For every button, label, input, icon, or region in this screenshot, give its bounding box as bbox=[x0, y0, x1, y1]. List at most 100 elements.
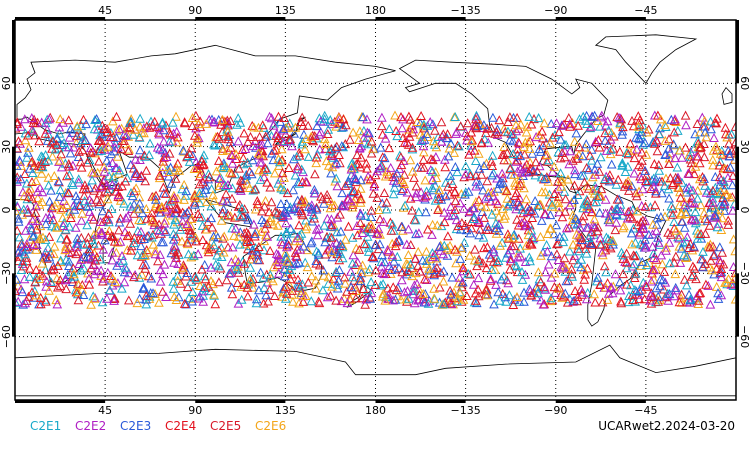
observation-marker bbox=[289, 128, 300, 138]
observation-marker bbox=[301, 133, 311, 143]
observation-marker bbox=[198, 282, 209, 292]
observation-marker bbox=[126, 245, 136, 255]
observation-marker bbox=[459, 203, 469, 213]
observation-marker bbox=[85, 147, 96, 157]
observation-marker bbox=[37, 258, 47, 268]
observation-marker bbox=[509, 241, 520, 251]
observation-marker bbox=[473, 291, 484, 301]
observation-marker bbox=[475, 224, 485, 234]
observation-marker bbox=[634, 285, 645, 295]
observation-marker bbox=[257, 146, 268, 156]
observation-marker bbox=[640, 216, 651, 226]
observation-marker bbox=[387, 250, 398, 260]
observation-marker bbox=[27, 167, 38, 177]
observation-marker bbox=[254, 165, 264, 175]
observation-marker bbox=[700, 180, 710, 190]
observation-marker bbox=[18, 261, 29, 271]
observation-marker bbox=[212, 250, 222, 260]
observation-marker bbox=[218, 195, 228, 205]
observation-marker bbox=[254, 131, 265, 141]
observation-marker bbox=[422, 131, 433, 141]
frame-bar-left bbox=[12, 20, 15, 84]
observation-marker bbox=[546, 223, 556, 233]
observation-marker bbox=[19, 191, 30, 201]
observation-marker bbox=[413, 295, 423, 305]
observation-marker bbox=[58, 220, 69, 230]
observation-marker bbox=[281, 226, 292, 236]
observation-marker bbox=[474, 179, 485, 189]
observation-marker bbox=[435, 267, 446, 277]
observation-marker bbox=[280, 293, 291, 303]
observation-marker bbox=[56, 233, 66, 243]
observation-marker bbox=[532, 283, 543, 293]
observation-marker bbox=[640, 176, 651, 186]
observation-marker bbox=[94, 156, 104, 166]
observation-marker bbox=[390, 294, 401, 304]
observation-marker bbox=[521, 194, 532, 204]
observation-marker bbox=[167, 117, 178, 127]
observation-marker bbox=[76, 265, 87, 275]
observation-marker bbox=[536, 172, 547, 182]
observation-marker bbox=[407, 142, 418, 152]
observation-marker bbox=[136, 171, 147, 181]
observation-marker bbox=[462, 290, 472, 300]
observation-marker bbox=[171, 294, 182, 304]
observation-marker bbox=[31, 224, 42, 234]
observation-marker bbox=[286, 269, 297, 279]
observation-marker bbox=[681, 280, 692, 290]
observation-marker bbox=[360, 299, 371, 309]
observation-marker bbox=[582, 195, 593, 205]
observation-marker bbox=[397, 275, 407, 285]
observation-marker bbox=[328, 273, 339, 283]
observation-marker bbox=[634, 186, 644, 196]
right-tick-label: 0 bbox=[738, 207, 750, 214]
observation-marker bbox=[265, 245, 275, 255]
observation-marker bbox=[410, 253, 420, 263]
observation-marker bbox=[401, 239, 412, 249]
observation-marker bbox=[24, 263, 35, 273]
observation-marker bbox=[627, 115, 637, 125]
observation-marker bbox=[439, 217, 450, 227]
observation-marker bbox=[197, 264, 207, 274]
observation-marker bbox=[662, 291, 673, 301]
observation-marker bbox=[173, 132, 183, 142]
observation-marker bbox=[455, 288, 465, 298]
observation-marker bbox=[233, 261, 243, 271]
observation-marker bbox=[297, 136, 308, 146]
observation-marker bbox=[562, 297, 573, 307]
observation-marker bbox=[111, 132, 122, 142]
observation-marker bbox=[157, 167, 168, 177]
observation-marker bbox=[723, 145, 734, 155]
observation-marker bbox=[648, 138, 659, 148]
observation-marker bbox=[73, 286, 83, 296]
observation-marker bbox=[238, 159, 249, 169]
observation-marker bbox=[270, 206, 281, 216]
observation-marker bbox=[495, 240, 505, 250]
observation-marker bbox=[38, 270, 48, 280]
observation-marker bbox=[255, 267, 266, 277]
observation-marker bbox=[311, 152, 322, 162]
observation-marker bbox=[351, 159, 362, 169]
top-tick-label: −135 bbox=[451, 4, 481, 17]
observation-marker bbox=[116, 123, 127, 133]
observation-marker bbox=[199, 150, 209, 160]
observation-marker bbox=[356, 175, 366, 185]
observation-marker bbox=[466, 140, 477, 150]
observation-marker bbox=[186, 276, 196, 286]
observation-marker bbox=[345, 134, 355, 144]
observation-marker bbox=[326, 247, 337, 257]
observation-marker bbox=[92, 167, 103, 177]
observation-marker bbox=[713, 288, 723, 298]
observation-marker bbox=[81, 184, 91, 194]
observation-marker bbox=[262, 138, 273, 148]
observation-marker bbox=[651, 226, 662, 236]
observation-marker bbox=[396, 112, 406, 122]
observation-marker bbox=[469, 211, 479, 221]
observation-marker bbox=[36, 117, 47, 127]
observation-marker bbox=[414, 294, 425, 304]
observation-marker bbox=[84, 206, 95, 216]
observation-marker bbox=[410, 215, 421, 225]
observation-marker bbox=[37, 162, 48, 172]
observation-marker bbox=[86, 299, 96, 309]
